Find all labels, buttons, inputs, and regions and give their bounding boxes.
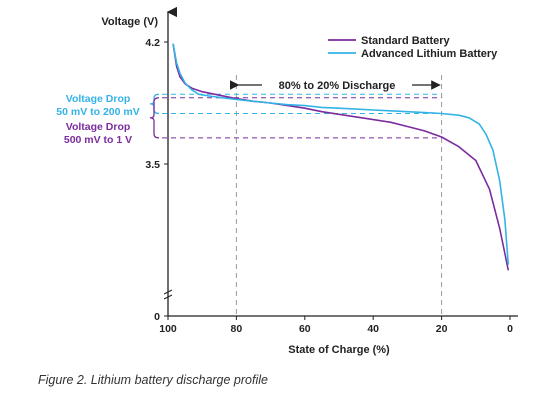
series-line-advanced bbox=[172, 43, 510, 265]
y-axis-title: Voltage (V) bbox=[101, 16, 158, 28]
standard-drop-brace bbox=[149, 97, 160, 139]
y-tick-label-1: 3.5 bbox=[145, 159, 160, 171]
x-tick-label-2: 60 bbox=[299, 323, 311, 335]
advanced-drop-label-2: 50 mV to 200 mV bbox=[56, 106, 139, 118]
standard-drop-label-1: Voltage Drop bbox=[66, 121, 131, 133]
y-axis-break-1 bbox=[163, 289, 173, 295]
x-tick-label-5: 0 bbox=[507, 323, 513, 335]
y-axis-break-2 bbox=[163, 294, 173, 300]
x-tick-label-3: 40 bbox=[367, 323, 379, 335]
y-tick-label-0: 0 bbox=[154, 311, 160, 323]
x-axis-title: State of Charge (%) bbox=[288, 344, 390, 356]
advanced-drop-label-1: Voltage Drop bbox=[66, 93, 131, 105]
figure-caption: Figure 2. Lithium battery discharge prof… bbox=[38, 373, 268, 387]
legend-label-1: Advanced Lithium Battery bbox=[361, 48, 498, 60]
standard-drop-label-2: 500 mV to 1 V bbox=[64, 134, 132, 146]
x-tick-label-4: 20 bbox=[436, 323, 448, 335]
x-tick-label-1: 80 bbox=[231, 323, 243, 335]
span-label: 80% to 20% Discharge bbox=[279, 80, 396, 92]
x-tick-label-0: 100 bbox=[159, 323, 177, 335]
y-tick-label-2: 4.2 bbox=[145, 37, 160, 49]
series-line-standard bbox=[172, 43, 510, 271]
legend-label-0: Standard Battery bbox=[361, 35, 451, 47]
